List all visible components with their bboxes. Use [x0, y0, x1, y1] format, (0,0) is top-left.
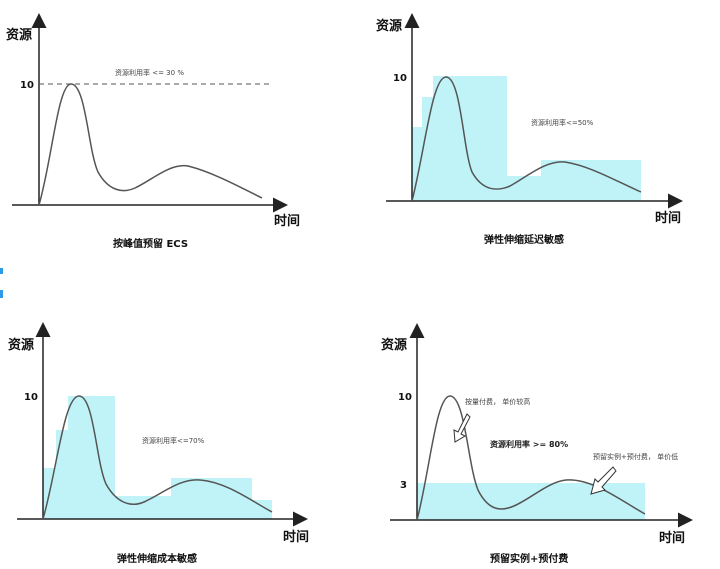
ondemand-pointer-arrow-icon — [453, 413, 471, 443]
panel-caption: 按峰值预留 ECS — [113, 237, 188, 250]
x-axis-title: 时间 — [274, 213, 300, 229]
y-axis-title: 资源 — [6, 27, 32, 43]
panel-caption: 弹性伸缩延迟敏感 — [484, 233, 564, 246]
panel-caption: 预留实例+预付费 — [490, 552, 568, 565]
tick-10: 10 — [24, 392, 38, 403]
panel-elastic-cost: 资源 时间 10 资源利用率<=70% 弹性伸缩成本敏感 — [8, 322, 309, 565]
reserved-pointer-arrow-icon — [590, 466, 617, 495]
utilization-note: 资源利用率 <= 30 % — [115, 68, 184, 77]
utilization-note: 资源利用率<=70% — [142, 436, 205, 445]
tick-3: 3 — [400, 480, 407, 491]
usage-curve — [42, 395, 273, 520]
panel-caption: 弹性伸缩成本敏感 — [117, 552, 197, 565]
y-axis-title: 资源 — [381, 337, 407, 353]
utilization-note: 资源利用率<=50% — [531, 118, 594, 127]
usage-curve — [411, 76, 642, 202]
utilization-note: 资源利用率 >= 80% — [490, 439, 568, 449]
tick-10: 10 — [393, 73, 407, 84]
usage-curve — [416, 395, 646, 521]
x-axis-title: 时间 — [659, 530, 685, 546]
tick-10: 10 — [20, 80, 34, 91]
reserved-capacity-block — [417, 483, 645, 520]
left-accent-bar-2 — [0, 290, 3, 298]
left-accent-bar-1 — [0, 268, 3, 274]
capacity-blocks — [412, 76, 641, 201]
panel-peak-reserved: 资源 时间 10 资源利用率 <= 30 % 按峰值预留 ECS — [6, 13, 300, 250]
x-axis-title: 时间 — [655, 210, 681, 226]
panel-reserved-prepaid: 资源 时间 10 3 按量付费， 单价较高 资源利用率 >= 80% 预留实例+… — [381, 323, 693, 565]
x-axis-title: 时间 — [283, 529, 309, 545]
panel-elastic-latency: 资源 时间 10 资源利用率<=50% 弹性伸缩延迟敏感 — [376, 13, 683, 246]
y-axis-title: 资源 — [376, 18, 402, 34]
tick-10: 10 — [398, 392, 412, 403]
y-axis-title: 资源 — [8, 337, 34, 353]
usage-curve — [38, 83, 263, 206]
reserved-note: 预留实例+预付费， 单价低 — [593, 452, 678, 461]
ondemand-note: 按量付费， 单价较高 — [465, 397, 530, 406]
capacity-blocks — [43, 396, 272, 519]
